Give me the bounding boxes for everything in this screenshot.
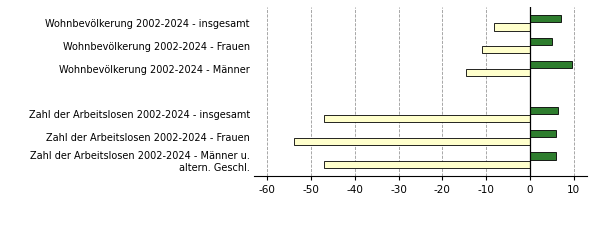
Bar [530, 152, 556, 160]
Bar [324, 115, 530, 122]
Bar [466, 69, 530, 76]
Legend: Murau, Steiermark: Murau, Steiermark [383, 240, 538, 244]
Bar [530, 61, 572, 68]
Bar [530, 107, 558, 114]
Bar [494, 23, 530, 30]
Bar [482, 46, 530, 53]
Bar [293, 138, 530, 145]
Bar [530, 38, 552, 45]
Bar [530, 130, 556, 137]
Bar [530, 15, 561, 22]
Bar [324, 161, 530, 168]
